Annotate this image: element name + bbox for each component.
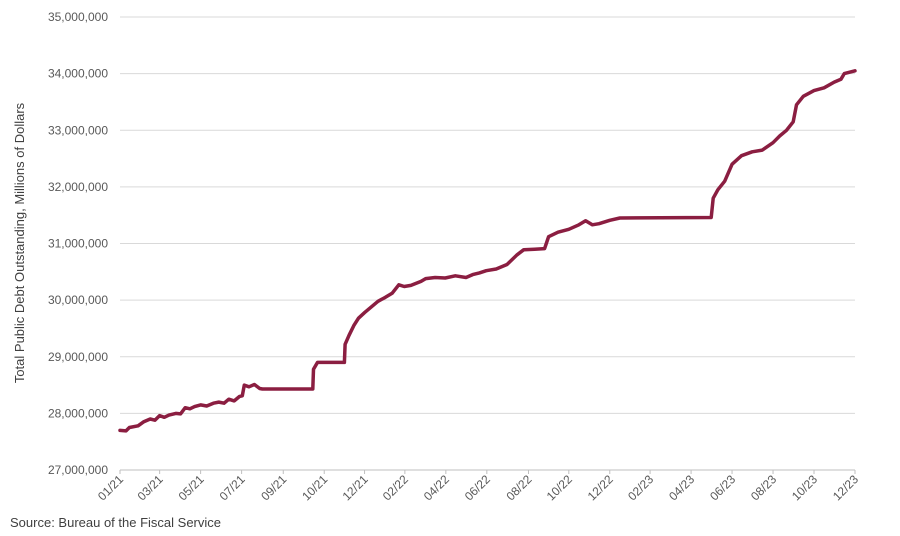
- x-tick-label: 07/21: [217, 472, 248, 503]
- y-tick-label: 32,000,000: [48, 180, 108, 194]
- x-tick-label: 10/22: [544, 472, 575, 503]
- series-line: [118, 69, 857, 433]
- y-tick-label: 33,000,000: [48, 123, 108, 137]
- x-tick-label: 12/23: [830, 472, 861, 503]
- y-tick-label: 31,000,000: [48, 237, 108, 251]
- x-tick-label: 02/22: [380, 472, 411, 503]
- x-tick-label: 03/21: [135, 472, 166, 503]
- x-tick-label: 04/23: [666, 472, 697, 503]
- x-tick-label: 06/22: [462, 472, 493, 503]
- y-tick-label: 35,000,000: [48, 10, 108, 24]
- y-tick-label: 27,000,000: [48, 463, 108, 477]
- y-tick-labels: 27,000,000 28,000,000 29,000,000 30,000,000…: [48, 10, 108, 477]
- x-tick-label: 04/22: [421, 472, 452, 503]
- x-tick-label: 05/21: [176, 472, 207, 503]
- gridlines: [120, 16, 855, 471]
- x-tick-labels: 01/21 03/21 05/21 07/21 09/21 10/21 12/21 02/22…: [95, 470, 861, 503]
- y-tick-label: 29,000,000: [48, 350, 108, 364]
- x-tick-label: 12/22: [585, 472, 616, 503]
- x-tick-label: 08/23: [748, 472, 779, 503]
- y-axis-title: Total Public Debt Outstanding, Millions …: [12, 102, 27, 383]
- x-tick-label: 12/21: [340, 472, 371, 503]
- y-tick-label: 30,000,000: [48, 293, 108, 307]
- x-tick-label: 06/23: [707, 472, 738, 503]
- x-tick-label: 02/23: [625, 472, 656, 503]
- y-tick-label: 28,000,000: [48, 406, 108, 420]
- y-tick-label: 34,000,000: [48, 67, 108, 81]
- x-tick-label: 10/23: [789, 472, 820, 503]
- x-tick-label: 10/21: [299, 472, 330, 503]
- source-note: Source: Bureau of the Fiscal Service: [10, 515, 221, 530]
- series-layer: [118, 69, 857, 433]
- x-tick-label: 09/21: [258, 472, 289, 503]
- x-tick-label: 08/22: [503, 472, 534, 503]
